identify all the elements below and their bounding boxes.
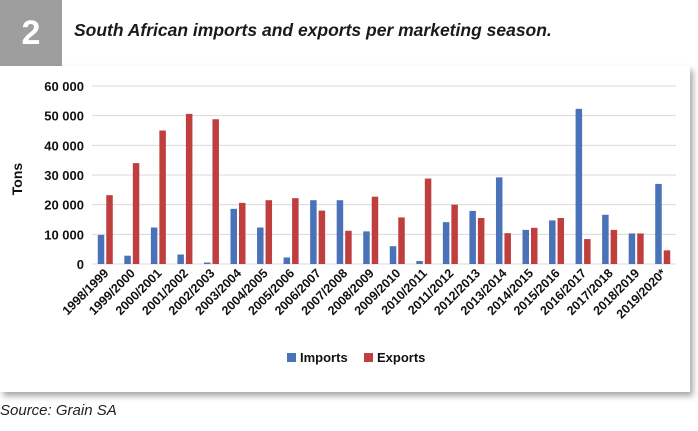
bar-imports-2016-2017 [575, 108, 583, 264]
figure-number-badge: 2 [0, 0, 62, 66]
y-axis-label: Tons [9, 163, 25, 196]
bar-imports-2017-2018 [602, 214, 609, 264]
bars [97, 108, 671, 265]
chart-panel: 0 10 000 20 000 30 000 40 000 50 000 60 000 19… [0, 66, 690, 392]
figure-title: South African imports and exports per ma… [74, 20, 552, 40]
y-tick-label: 20 000 [44, 198, 84, 213]
bar-exports-2008-2009 [371, 196, 379, 264]
bar-exports-1999-2000 [132, 163, 140, 264]
bar-exports-2009-2010 [398, 217, 405, 264]
bar-imports-2006-2007 [310, 200, 317, 264]
bar-imports-2004-2005 [257, 227, 264, 264]
y-tick-label: 30 000 [44, 168, 84, 183]
bar-exports-2006-2007 [318, 210, 326, 264]
bar-exports-2018-2019 [637, 233, 644, 264]
bar-exports-2005-2006 [292, 198, 299, 264]
y-tick-label: 10 000 [44, 227, 84, 242]
bar-imports-2000-2001 [150, 227, 158, 264]
y-tick-label: 40 000 [44, 138, 84, 153]
bar-imports-2018-2019 [628, 233, 636, 264]
bar-exports-2002-2003 [212, 119, 219, 264]
bar-exports-2017-2018 [610, 229, 618, 264]
gridlines [92, 85, 676, 265]
bar-exports-2019-2020 [663, 250, 671, 264]
bar-exports-2010-2011 [424, 178, 432, 264]
bar-exports-2001-2002 [185, 113, 193, 265]
legend-label-imports: Imports [300, 350, 348, 365]
x-axis-ticks: 1998/19991999/20002000/20012001/20022002… [60, 266, 669, 321]
bar-exports-1998-1999 [106, 195, 113, 264]
bar-exports-2004-2005 [265, 200, 273, 264]
bar-imports-2005-2006 [283, 257, 291, 264]
bar-imports-1999-2000 [124, 255, 131, 264]
bar-chart: 0 10 000 20 000 30 000 40 000 50 000 60 000 19… [9, 79, 676, 365]
bar-exports-2012-2013 [477, 218, 485, 264]
bar-imports-1998-1999 [97, 234, 105, 264]
y-tick-label: 0 [77, 257, 84, 272]
bar-exports-2003-2004 [239, 202, 246, 264]
legend: Imports Exports [287, 350, 425, 365]
bar-imports-2013-2014 [495, 177, 503, 264]
bar-exports-2015-2016 [557, 218, 565, 264]
bar-exports-2013-2014 [504, 233, 511, 264]
y-axis-ticks: 0 10 000 20 000 30 000 40 000 50 000 60 000 [44, 79, 84, 272]
bar-imports-2009-2010 [389, 246, 397, 264]
bar-imports-2019-2020 [655, 183, 662, 264]
bar-imports-2007-2008 [336, 200, 344, 264]
y-tick-label: 50 000 [44, 109, 84, 124]
bar-imports-2001-2002 [177, 254, 184, 264]
bar-imports-2011-2012 [442, 222, 450, 264]
bar-exports-2011-2012 [451, 204, 458, 264]
bar-imports-2010-2011 [416, 261, 423, 264]
bar-imports-2012-2013 [469, 210, 476, 264]
bar-exports-2000-2001 [159, 130, 166, 264]
source-note: Source: Grain SA [0, 402, 117, 419]
bar-exports-2007-2008 [345, 230, 352, 264]
bar-exports-2014-2015 [531, 227, 538, 264]
legend-swatch-imports [287, 353, 296, 362]
bar-imports-2015-2016 [549, 220, 556, 264]
y-tick-label: 60 000 [44, 79, 84, 94]
legend-swatch-exports [364, 353, 373, 362]
bar-imports-2008-2009 [363, 231, 370, 264]
bar-imports-2002-2003 [203, 262, 211, 264]
bar-exports-2016-2017 [584, 239, 591, 264]
bar-imports-2003-2004 [230, 208, 237, 264]
bar-imports-2014-2015 [522, 229, 529, 264]
legend-label-exports: Exports [377, 350, 425, 365]
